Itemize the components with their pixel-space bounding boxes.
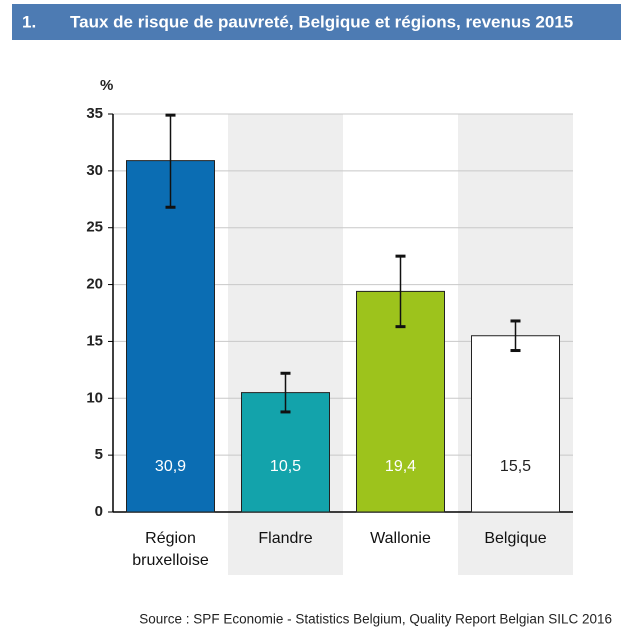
y-tick-label: 20	[86, 276, 103, 293]
bar	[471, 335, 560, 513]
title-bar	[12, 4, 621, 40]
y-tick-label: 5	[95, 446, 103, 463]
bar	[126, 160, 215, 513]
source: Source : SPF Economie - Statistics Belgi…	[139, 612, 612, 627]
value-label: 19,4	[385, 458, 416, 475]
y-tick-label: 30	[86, 162, 103, 179]
y-tick-label: 15	[86, 332, 103, 349]
bar	[356, 290, 445, 513]
y-tick-label: 35	[86, 105, 103, 122]
value-label: 30,9	[155, 458, 186, 475]
y-tick-label: 10	[86, 389, 103, 406]
chart-number: 1.	[22, 12, 36, 31]
y-tick-label: 25	[86, 219, 103, 236]
y-tick-label: 0	[95, 503, 103, 520]
value-label: 15,5	[500, 458, 531, 475]
x-tick-label: Flandre	[258, 530, 313, 547]
chart-title: Taux de risque de pauvreté, Belgique et …	[70, 12, 573, 31]
x-tick-label: Belgique	[484, 530, 547, 547]
value-label: 10,5	[270, 458, 301, 475]
x-tick-label: Wallonie	[370, 530, 431, 547]
x-tick-label: Région bruxelloise	[132, 530, 209, 569]
y-axis-label: %	[100, 77, 113, 94]
